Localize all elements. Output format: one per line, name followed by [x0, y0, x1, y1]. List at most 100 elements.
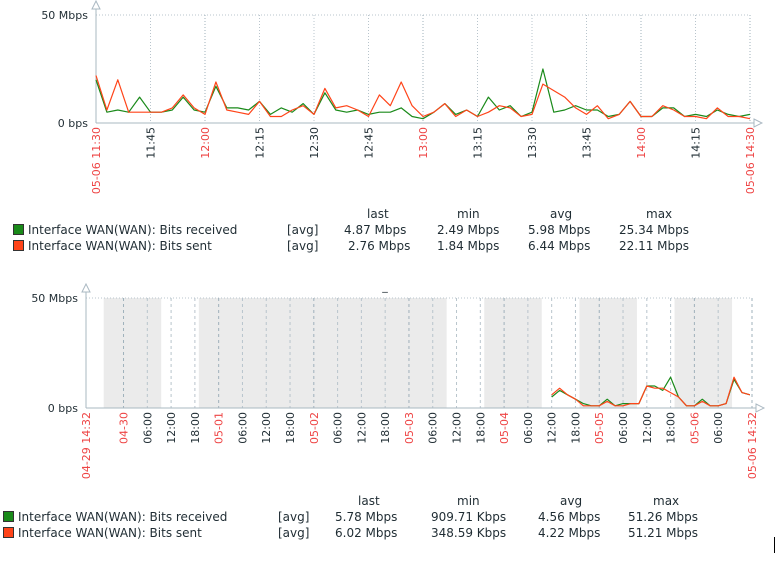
legend-row-sent: Interface WAN(WAN): Bits sent [3, 526, 202, 540]
x-tick-label: 05-04 [498, 412, 511, 444]
legend-min: 909.71 Kbps [431, 510, 507, 524]
legend-min: 2.49 Mbps [437, 223, 500, 237]
legend-avg: 4.22 Mbps [538, 526, 601, 540]
series-name: Interface WAN(WAN): Bits received [28, 223, 238, 237]
x-tick-label: 18:00 [569, 412, 582, 444]
legend-header-min: min [457, 207, 480, 221]
received-swatch [13, 224, 24, 235]
x-tick-label: 05-06 14:32 [746, 412, 759, 479]
y-tick-label: 50 Mbps [31, 292, 78, 305]
legend-func: [avg] [287, 239, 319, 253]
x-tick-label: 14:00 [635, 127, 648, 159]
y-tick-label: 50 Mbps [41, 9, 88, 22]
sent-swatch [13, 240, 24, 251]
x-tick-label: 18:00 [665, 412, 678, 444]
legend-row-sent: Interface WAN(WAN): Bits sent [13, 239, 212, 253]
x-tick-label: 12:00 [546, 412, 559, 444]
text-cursor [774, 537, 775, 553]
x-tick-label: 12:15 [254, 127, 267, 159]
legend-header-max: max [646, 207, 673, 221]
x-tick-label: 13:00 [417, 127, 430, 159]
x-tick-label: 05-03 [403, 412, 416, 444]
x-tick-label: 06:00 [522, 412, 535, 444]
legend-func: [avg] [278, 526, 310, 540]
x-tick-label: 05-02 [308, 412, 321, 444]
legend-last: 2.76 Mbps [348, 239, 411, 253]
x-tick-label: 05-06 [688, 412, 701, 444]
legend-last: 6.02 Mbps [335, 526, 398, 540]
legend-header-max: max [653, 494, 680, 508]
x-tick-label: 12:00 [165, 412, 178, 444]
legend-avg: 6.44 Mbps [528, 239, 591, 253]
off-hours-band [579, 298, 637, 408]
off-hours-band [484, 298, 542, 408]
x-tick-label: 12:45 [363, 127, 376, 159]
x-tick-label: 05-05 [593, 412, 606, 444]
x-tick-label: 11:45 [145, 127, 158, 159]
series-line-sent [551, 376, 751, 407]
x-tick-label: 13:15 [472, 127, 485, 159]
x-tick-label: 06:00 [712, 412, 725, 444]
legend-func: [avg] [287, 223, 319, 237]
x-tick-label: 06:00 [332, 412, 345, 444]
x-tick-label: 06:00 [617, 412, 630, 444]
legend-avg: 4.56 Mbps [538, 510, 601, 524]
x-tick-label: 18:00 [284, 412, 297, 444]
legend-header-avg: avg [550, 207, 573, 221]
series-name: Interface WAN(WAN): Bits sent [18, 526, 202, 540]
off-hours-band [198, 298, 447, 408]
legend-max: 51.26 Mbps [628, 510, 699, 524]
x-tick-label: 12:30 [308, 127, 321, 159]
legend-header-last: last [358, 494, 380, 508]
y-tick-label: 0 bps [48, 402, 78, 415]
y-tick-label: 0 bps [58, 117, 88, 130]
x-tick-label: 12:00 [641, 412, 654, 444]
x-tick-label: 04-30 [118, 412, 131, 444]
legend-row-received: Interface WAN(WAN): Bits received [13, 223, 237, 237]
off-hours-band [674, 298, 733, 408]
x-tick-label: 05-06 14:30 [744, 127, 757, 194]
x-tick-label: 04-29 14:32 [80, 412, 93, 479]
legend-last: 5.78 Mbps [335, 510, 398, 524]
series-line-sent [95, 75, 751, 120]
x-tick-label: 12:00 [199, 127, 212, 159]
x-tick-label: 14:15 [690, 127, 703, 159]
legend-max: 25.34 Mbps [619, 223, 690, 237]
x-tick-label: 18:00 [474, 412, 487, 444]
legend-min: 1.84 Mbps [437, 239, 500, 253]
chart-bits-3h: 05-06 11:30 11:45 12:00 12:15 12:30 12:45 13:0… [41, 0, 764, 194]
legend-header-last: last [367, 207, 389, 221]
y-axis-arrow-icon [91, 0, 101, 10]
x-tick-label: 12:00 [260, 412, 273, 444]
x-tick-label: 06:00 [427, 412, 440, 444]
x-tick-label: 05-06 11:30 [90, 127, 103, 194]
legend-func: [avg] [278, 510, 310, 524]
x-axis-arrow-icon [755, 403, 766, 413]
x-tick-label: 13:30 [526, 127, 539, 159]
y-axis-arrow-icon [81, 282, 91, 293]
x-tick-label: 06:00 [141, 412, 154, 444]
x-tick-label: 06:00 [236, 412, 249, 444]
legend-header-avg: avg [560, 494, 583, 508]
legend-max: 51.21 Mbps [628, 526, 699, 540]
x-axis-arrow-icon [753, 118, 764, 128]
x-tick-label: 13:45 [581, 127, 594, 159]
legend-header-min: min [457, 494, 480, 508]
legend-last: 4.87 Mbps [344, 223, 407, 237]
x-tick-label: 05-01 [213, 412, 226, 444]
off-hours-band [103, 298, 162, 408]
chart-title: _ [381, 280, 388, 293]
received-swatch [3, 511, 14, 522]
x-tick-label: 12:00 [451, 412, 464, 444]
legend-avg: 5.98 Mbps [528, 223, 591, 237]
series-name: Interface WAN(WAN): Bits sent [28, 239, 212, 253]
x-tick-label: 18:00 [189, 412, 202, 444]
chart-bits-7d: 04-29 14:32 04-30 06:00 12:00 18:00 05-01 06:0… [31, 280, 766, 479]
x-tick-label: 12:00 [355, 412, 368, 444]
legend-min: 348.59 Kbps [431, 526, 507, 540]
sent-swatch [3, 527, 14, 538]
legend-max: 22.11 Mbps [619, 239, 690, 253]
series-name: Interface WAN(WAN): Bits received [18, 510, 228, 524]
legend-row-received: Interface WAN(WAN): Bits received [3, 510, 227, 524]
x-tick-label: 18:00 [379, 412, 392, 444]
